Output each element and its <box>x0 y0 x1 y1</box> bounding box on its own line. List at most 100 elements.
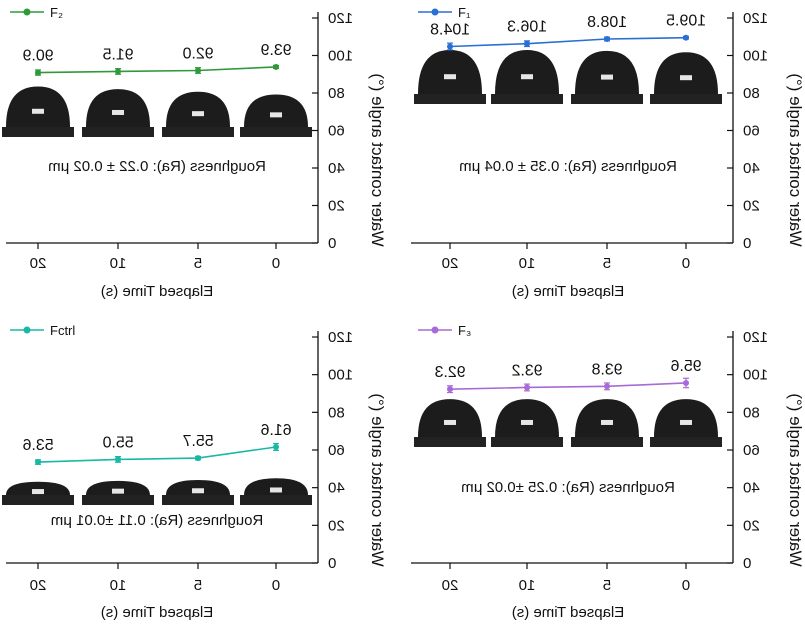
droplet-shape <box>418 50 482 94</box>
data-label: 55.7 <box>182 433 213 450</box>
legend-marker <box>431 8 439 16</box>
x-tick-label: 5 <box>603 255 611 272</box>
y-axis-label: Water contact angle (°) <box>368 73 387 246</box>
droplet-shape <box>495 399 559 437</box>
droplet-highlight <box>601 74 613 80</box>
y-axis-label: Water contact angle (°) <box>786 73 805 246</box>
droplet-image <box>491 399 563 447</box>
droplet-substrate <box>82 495 154 505</box>
y-tick-label: 40 <box>328 160 345 177</box>
droplet-substrate <box>414 437 486 447</box>
droplet-shape <box>166 480 230 495</box>
data-label: 90.9 <box>22 48 53 65</box>
droplet-shape <box>244 478 308 495</box>
y-tick-label: 0 <box>328 235 336 252</box>
droplet-shape <box>86 480 150 495</box>
series-line <box>449 382 687 390</box>
droplet-substrate <box>571 437 643 447</box>
data-point <box>115 456 121 463</box>
series-line <box>37 66 277 74</box>
y-tick-label: 0 <box>743 555 751 572</box>
y-tick-label: 40 <box>743 480 760 497</box>
droplet-highlight <box>521 74 533 80</box>
data-point <box>683 379 689 386</box>
droplet-substrate <box>491 437 563 447</box>
droplet-shape <box>575 399 639 437</box>
droplet-shape <box>654 52 718 94</box>
series-line <box>37 446 277 463</box>
data-label: 55.0 <box>102 434 133 451</box>
droplet-substrate <box>240 495 312 505</box>
data-point <box>35 459 41 466</box>
droplet-image <box>162 91 234 137</box>
droplet-image <box>571 399 643 447</box>
droplet-substrate <box>240 127 312 137</box>
droplet-highlight <box>270 112 282 118</box>
legend-marker <box>431 326 439 334</box>
y-tick-label: 60 <box>328 442 345 459</box>
droplet-highlight <box>192 111 204 117</box>
x-tick-label: 0 <box>272 255 280 272</box>
droplet-shape <box>244 94 308 127</box>
y-tick-label: 40 <box>328 480 345 497</box>
x-tick-label: 10 <box>519 255 536 272</box>
y-axis-label: Water contact angle (°) <box>368 393 387 566</box>
x-tick-label: 10 <box>519 577 536 594</box>
x-tick-label: 0 <box>682 255 690 272</box>
droplet-substrate <box>2 127 74 137</box>
legend-label: F₂ <box>50 5 63 20</box>
x-tick-label: 20 <box>442 577 459 594</box>
droplet-highlight <box>112 488 124 494</box>
data-label: 108.8 <box>587 14 627 31</box>
droplet-image <box>162 480 234 505</box>
data-point <box>447 386 453 393</box>
data-label: 53.6 <box>22 437 53 454</box>
data-label: 61.6 <box>260 422 291 439</box>
legend-label: Fctrl <box>50 323 75 338</box>
droplet-image <box>82 89 154 137</box>
roughness-annotation: Roughness (Ra): 0.25 ±0.02 μm <box>461 479 675 496</box>
droplet-substrate <box>650 437 722 447</box>
data-point <box>195 455 201 462</box>
data-point <box>447 43 453 50</box>
data-label: 109.5 <box>666 13 706 30</box>
droplet-image <box>650 399 722 447</box>
chart-panel-top-left: 0 20 40 60 80 100 120 0 5 10 20 Elapsed Time (s) Wat… <box>2 5 387 300</box>
droplet-highlight <box>270 487 282 493</box>
droplet-substrate <box>650 94 722 104</box>
data-point <box>273 443 279 450</box>
droplet-substrate <box>491 94 563 104</box>
x-tick-label: 20 <box>30 577 47 594</box>
droplet-highlight <box>444 419 456 425</box>
y-tick-label: 100 <box>328 367 353 384</box>
droplet-image <box>240 478 312 505</box>
x-axis-label: Elapsed Time (s) <box>101 604 214 621</box>
y-tick-label: 60 <box>743 123 760 140</box>
y-tick-label: 120 <box>743 10 768 27</box>
data-point <box>195 67 201 74</box>
y-tick-label: 80 <box>743 85 760 102</box>
droplet-image <box>414 50 486 104</box>
y-tick-label: 20 <box>743 517 760 534</box>
droplet-image <box>2 481 74 505</box>
droplet-substrate <box>2 495 74 505</box>
data-label: 92.3 <box>434 364 465 381</box>
droplet-image <box>491 50 563 104</box>
legend-marker <box>23 8 31 16</box>
chart-panel-bottom-right: 0 20 40 60 80 100 120 0 5 10 20 Elapsed Time (s) Wat… <box>411 323 805 621</box>
roughness-annotation: Roughness (Ra): 0.35 ± 0.04 μm <box>459 158 677 175</box>
droplet-highlight <box>680 419 692 425</box>
y-tick-label: 80 <box>328 404 345 421</box>
x-tick-label: 5 <box>194 577 202 594</box>
droplet-highlight <box>444 74 456 80</box>
droplet-image <box>571 50 643 104</box>
y-tick-label: 120 <box>328 10 353 27</box>
droplet-highlight <box>32 108 44 114</box>
y-tick-label: 100 <box>743 367 768 384</box>
data-label: 93.9 <box>260 42 291 59</box>
x-tick-label: 0 <box>272 577 280 594</box>
chart-panel-top-right: 0 20 40 60 80 100 120 0 5 10 20 Elapsed Time (s) Wat… <box>411 5 805 300</box>
droplet-substrate <box>162 127 234 137</box>
data-point <box>35 69 41 76</box>
